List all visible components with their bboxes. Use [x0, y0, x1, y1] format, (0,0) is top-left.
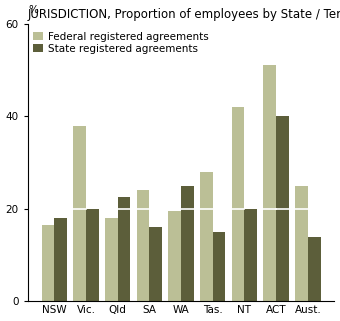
Bar	[244, 209, 257, 301]
Bar	[264, 65, 276, 301]
Bar	[295, 186, 308, 301]
Text: JURISDICTION, Proportion of employees by State / Territory: JURISDICTION, Proportion of employees by…	[28, 8, 340, 21]
Bar	[232, 107, 244, 301]
Bar	[118, 197, 130, 301]
Bar	[54, 218, 67, 301]
Text: %: %	[29, 4, 38, 14]
Bar	[200, 172, 213, 301]
Bar	[105, 218, 118, 301]
Bar	[149, 227, 162, 301]
Bar	[276, 116, 289, 301]
Bar	[86, 209, 99, 301]
Bar	[168, 211, 181, 301]
Bar	[181, 186, 194, 301]
Bar	[42, 225, 54, 301]
Bar	[73, 126, 86, 301]
Bar	[213, 232, 225, 301]
Legend: Federal registered agreements, State registered agreements: Federal registered agreements, State reg…	[33, 32, 208, 54]
Bar	[137, 190, 149, 301]
Bar	[308, 237, 321, 301]
